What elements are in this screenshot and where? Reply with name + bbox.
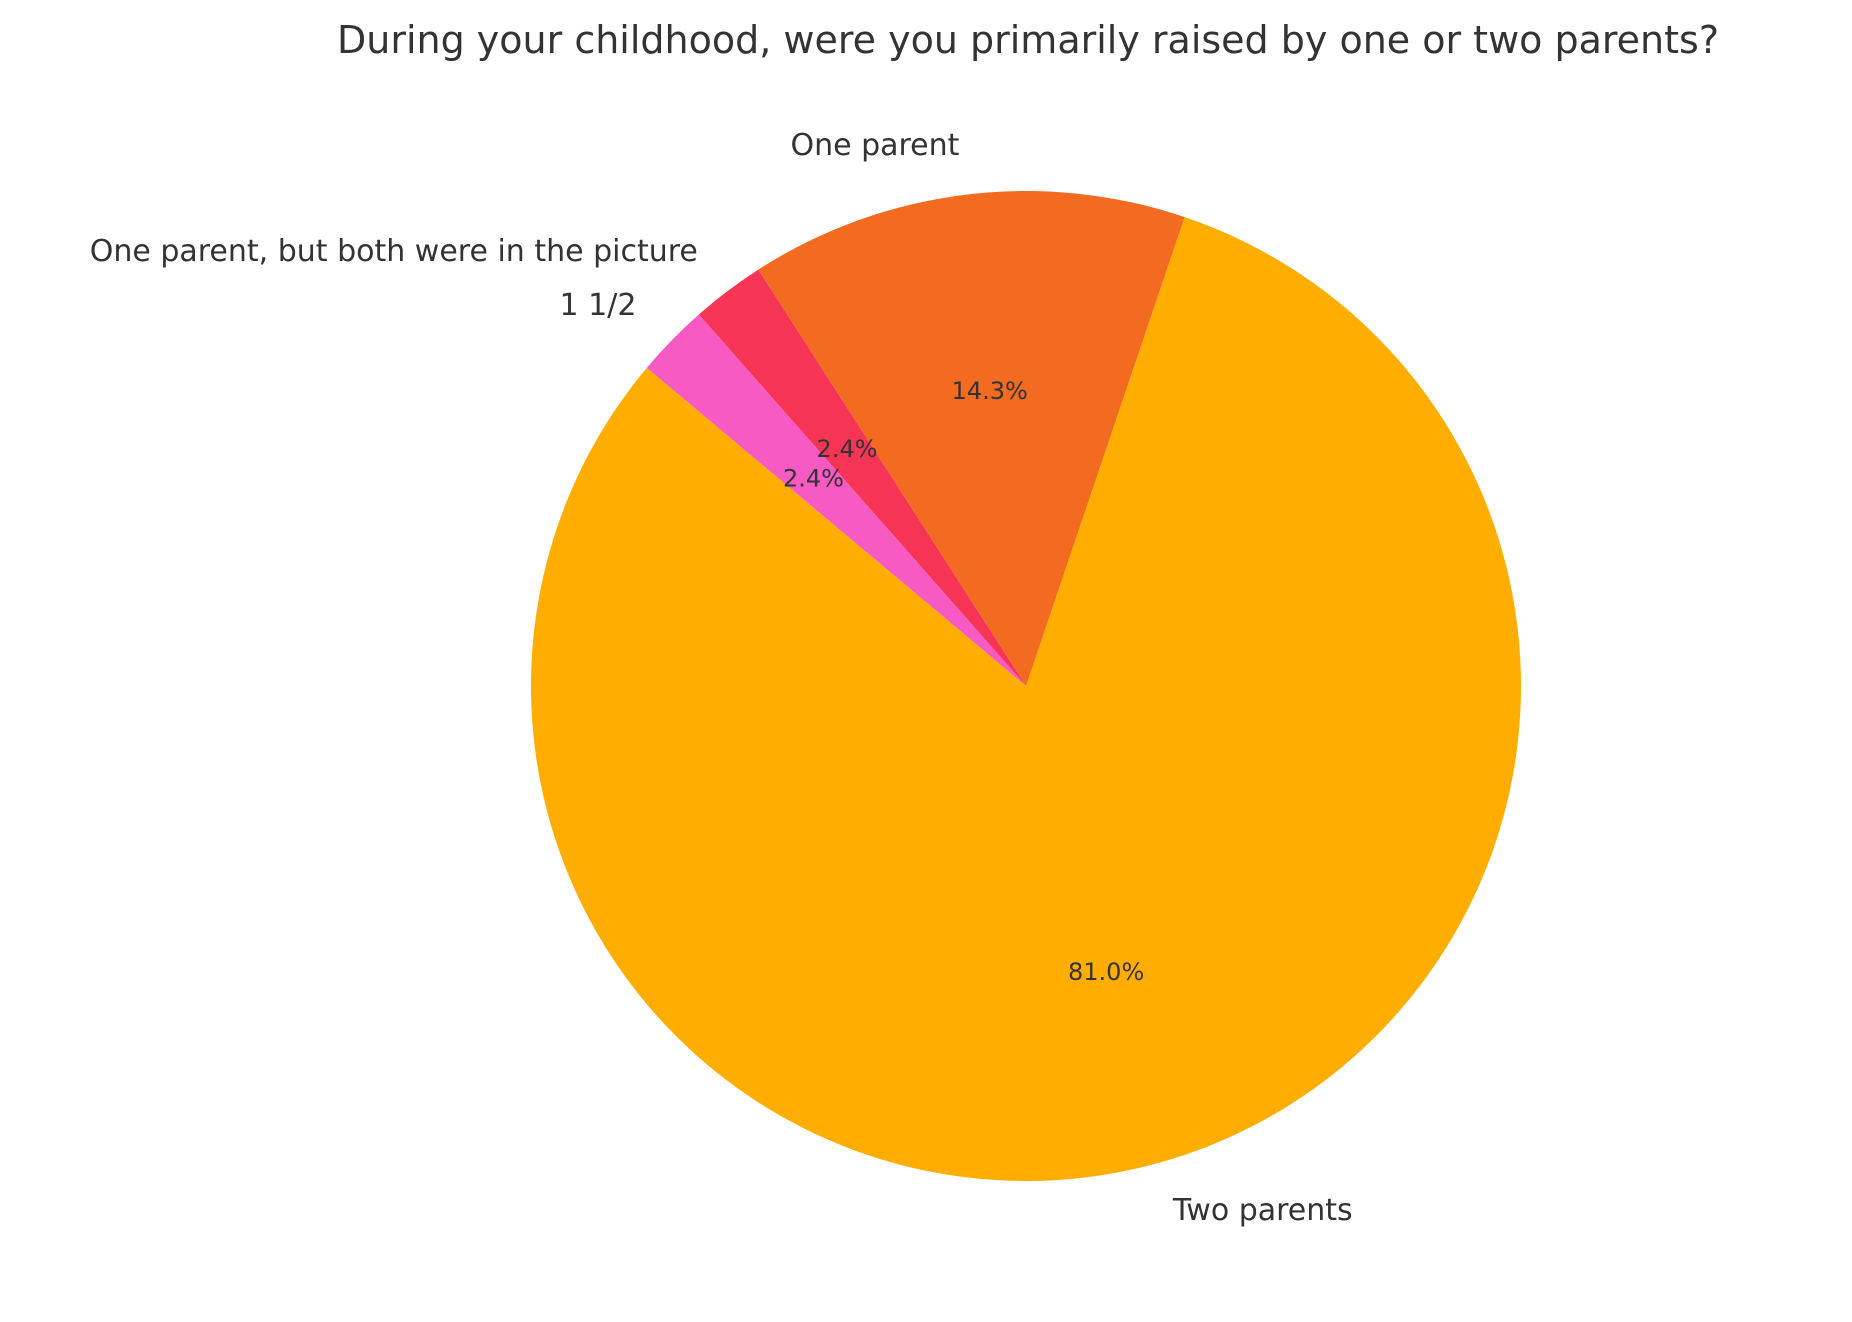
pie-slice-pct-label-0: 81.0% [1068, 958, 1144, 986]
pie-slice-label-2: One parent, but both were in the picture [90, 234, 698, 269]
pie-slice-1 [758, 190, 1185, 686]
pie-slice-pct-label-3: 2.4% [783, 465, 844, 493]
pie-slice-pct-label-1: 14.3% [952, 377, 1028, 405]
pie-slice-label-3: 1 1/2 [560, 288, 637, 323]
pie-slice-0 [531, 217, 1521, 1181]
pie-slice-label-1: One parent [790, 128, 959, 163]
pie-labels: 81.0% Two parents 14.3% One parent 2.4% One p… [90, 128, 1353, 1228]
pie-slices [531, 190, 1521, 1181]
chart-title: During your childhood, were you primaril… [337, 18, 1719, 62]
pie-slice-label-0: Two parents [1172, 1193, 1353, 1228]
pie-slice-2 [698, 269, 1026, 686]
pie-slice-pct-label-2: 2.4% [817, 435, 878, 463]
pie-slice-3 [646, 314, 1026, 686]
